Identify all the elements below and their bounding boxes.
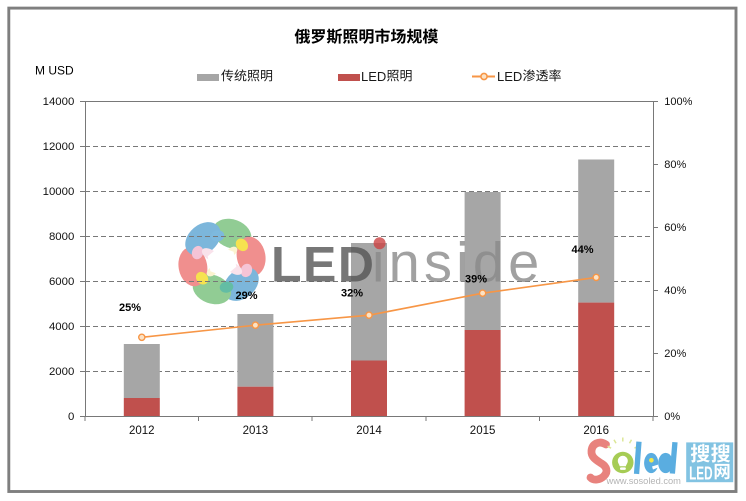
svg-text:LED: LED — [497, 69, 522, 84]
svg-text:60%: 60% — [664, 222, 686, 234]
svg-text:www.sosoled.com: www.sosoled.com — [606, 476, 682, 486]
svg-text:80%: 80% — [664, 159, 686, 171]
svg-text:29%: 29% — [235, 290, 257, 302]
svg-text:0: 0 — [68, 411, 74, 423]
svg-text:20%: 20% — [664, 348, 686, 360]
svg-text:10000: 10000 — [43, 186, 75, 198]
svg-text:4000: 4000 — [49, 321, 74, 333]
svg-text:2014: 2014 — [356, 425, 382, 437]
svg-text:0%: 0% — [664, 411, 680, 423]
svg-text:2016: 2016 — [583, 425, 609, 437]
svg-text:14000: 14000 — [43, 96, 75, 108]
svg-text:25%: 25% — [119, 302, 141, 314]
svg-text:LED: LED — [361, 69, 386, 84]
svg-text:LED: LED — [271, 236, 376, 292]
svg-text:32%: 32% — [341, 288, 363, 300]
svg-text:12000: 12000 — [43, 141, 75, 153]
svg-text:2013: 2013 — [243, 425, 269, 437]
svg-text:8000: 8000 — [49, 231, 74, 243]
svg-text:2012: 2012 — [129, 425, 155, 437]
svg-text:44%: 44% — [571, 244, 593, 256]
svg-text:LED: LED — [689, 463, 713, 483]
svg-text:100%: 100% — [664, 96, 692, 108]
svg-text:M USD: M USD — [35, 64, 74, 78]
svg-text:inside: inside — [372, 230, 544, 293]
svg-text:6000: 6000 — [49, 276, 74, 288]
svg-text:40%: 40% — [664, 285, 686, 297]
svg-text:2000: 2000 — [49, 366, 74, 378]
svg-text:39%: 39% — [465, 274, 487, 286]
svg-text:2015: 2015 — [470, 425, 496, 437]
